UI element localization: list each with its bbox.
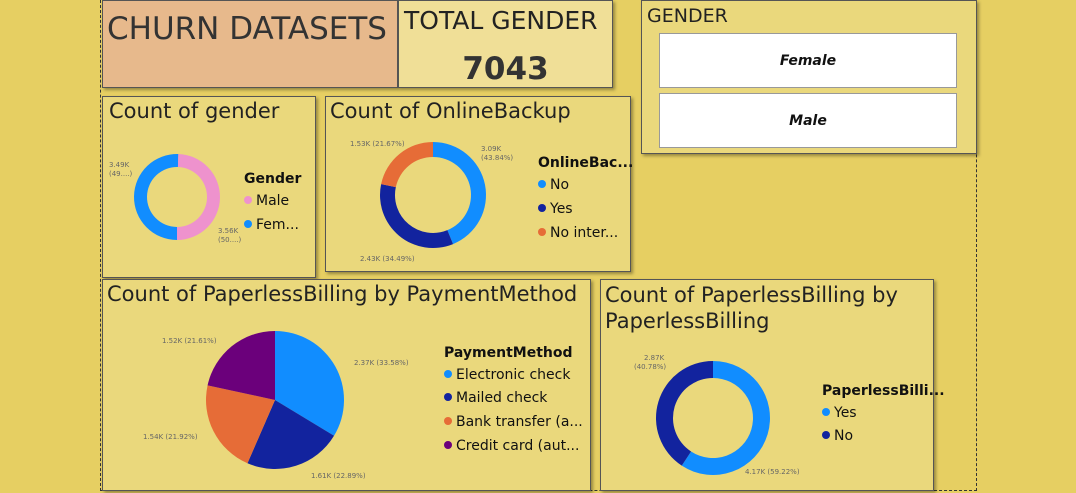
legend-item-no[interactable]: No — [538, 177, 569, 193]
legend-dot — [444, 370, 452, 378]
legend-title: PaperlessBilli... — [822, 383, 945, 399]
legend-label: Yes — [834, 405, 857, 421]
data-label: (49....) — [109, 170, 133, 178]
chart-title: Count of PaperlessBilling by PaperlessBi… — [605, 282, 925, 334]
legend-title: OnlineBac... — [538, 155, 634, 171]
legend-item-male[interactable]: Male — [244, 193, 289, 209]
data-label: 3.49K — [109, 161, 130, 169]
data-label: 3.49K (49....) — [109, 161, 133, 178]
legend-label: Yes — [550, 201, 573, 217]
slicer-option-female[interactable]: Female — [659, 33, 957, 88]
chart-title: Count of gender — [109, 99, 280, 123]
slice-bank-transfer-automatic-[interactable] — [206, 385, 275, 464]
legend-label: Electronic check — [456, 367, 571, 383]
legend-title: Gender — [244, 171, 302, 187]
chart-title-text: Count of PaperlessBilling by PaperlessBi… — [605, 283, 898, 333]
page-title: CHURN DATASETS — [107, 11, 387, 47]
gender-chart-card[interactable]: Count of gender 3.49K (49....) 3.56K (50… — [102, 96, 316, 278]
legend-dot — [822, 408, 830, 416]
paymentmethod-chart-card[interactable]: Count of PaperlessBilling by PaymentMeth… — [102, 279, 591, 491]
legend-item-female[interactable]: Fem... — [244, 217, 299, 233]
slice-yes[interactable] — [380, 184, 454, 249]
legend-label: No inter... — [550, 225, 619, 241]
legend-item-yes[interactable]: Yes — [538, 201, 573, 217]
legend-item-no[interactable]: No — [822, 428, 853, 444]
legend-dot — [444, 441, 452, 449]
data-label: (40.78%) — [634, 363, 666, 371]
legend-dot — [538, 204, 546, 212]
legend-dot — [244, 220, 252, 228]
slice-yes[interactable] — [681, 361, 770, 475]
kpi-label: TOTAL GENDER — [404, 6, 598, 35]
slice-no[interactable] — [433, 142, 486, 245]
chart-title: Count of OnlineBackup — [330, 99, 571, 123]
legend-item-credit-card[interactable]: Credit card (aut... — [444, 438, 579, 454]
kpi-card[interactable]: TOTAL GENDER 7043 — [398, 0, 613, 88]
slice-no-internet-service[interactable] — [381, 142, 433, 188]
data-label: 2.37K (33.58%) — [354, 359, 409, 367]
title-card: CHURN DATASETS — [102, 0, 398, 88]
legend-dot — [244, 196, 252, 204]
legend-item-bank-transfer[interactable]: Bank transfer (a... — [444, 414, 583, 430]
gender-donut[interactable]: 3.49K (49....) 3.56K (50....) — [103, 125, 315, 275]
data-label: 3.09K — [481, 145, 502, 153]
onlinebackup-chart-card[interactable]: Count of OnlineBackup 1.53K (21.67%) 3.0… — [325, 96, 634, 272]
legend-dot — [538, 228, 546, 236]
data-label: (43.84%) — [481, 154, 513, 162]
legend-dot — [822, 431, 830, 439]
data-label: 3.09K (43.84%) — [481, 145, 513, 162]
kpi-value: 7043 — [462, 51, 549, 87]
slice-mailed-check[interactable] — [247, 400, 335, 469]
data-label: 1.53K (21.67%) — [350, 140, 405, 148]
legend-label: No — [550, 177, 570, 193]
legend-dot — [444, 393, 452, 401]
slice-female[interactable] — [134, 154, 179, 240]
data-label: 2.87K — [644, 354, 665, 362]
paperlessbilling-donut[interactable]: 2.87K (40.78%) 4.17K (59.22%) — [601, 340, 821, 490]
data-label: 1.61K (22.89%) — [311, 472, 366, 480]
legend-dot — [538, 180, 546, 188]
chart-title: Count of PaperlessBilling by PaymentMeth… — [107, 282, 578, 306]
slice-electronic-check[interactable] — [275, 331, 344, 436]
paperlessbilling-chart-card[interactable]: Count of PaperlessBilling by PaperlessBi… — [600, 279, 945, 491]
data-label: 3.56K (50....) — [218, 227, 242, 244]
legend-item-electronic-check[interactable]: Electronic check — [444, 367, 570, 383]
legend-label: Mailed check — [456, 390, 548, 406]
slice-male[interactable] — [177, 154, 221, 240]
paymentmethod-pie[interactable]: 1.52K (21.61%) 2.37K (33.58%) 1.54K (21.… — [103, 308, 433, 490]
legend-label: No — [834, 428, 854, 444]
legend-label: Credit card (aut... — [456, 438, 580, 454]
legend-item-yes[interactable]: Yes — [822, 405, 857, 421]
slice-no[interactable] — [656, 361, 713, 466]
data-label: 1.52K (21.61%) — [162, 337, 217, 345]
legend-label: Fem... — [256, 217, 299, 233]
slicer-option-male[interactable]: Male — [659, 93, 957, 148]
slice-credit-card-automatic-[interactable] — [207, 331, 275, 400]
legend-dot — [444, 417, 452, 425]
slicer-title: GENDER — [647, 5, 728, 27]
legend-label: Bank transfer (a... — [456, 414, 583, 430]
legend-title: PaymentMethod — [444, 345, 573, 361]
legend-item-no-internet[interactable]: No inter... — [538, 225, 618, 241]
data-label: 2.43K (34.49%) — [360, 255, 415, 263]
data-label: 4.17K (59.22%) — [745, 468, 800, 476]
data-label: 2.87K (40.78%) — [634, 354, 666, 371]
data-label: 1.54K (21.92%) — [143, 433, 198, 441]
data-label: (50....) — [218, 236, 242, 244]
legend-label: Male — [256, 193, 290, 209]
data-label: 3.56K — [218, 227, 239, 235]
gender-slicer: GENDER Female Male — [641, 0, 977, 154]
onlinebackup-donut[interactable]: 1.53K (21.67%) 3.09K (43.84%) 2.43K (34.… — [326, 125, 626, 265]
legend-item-mailed-check[interactable]: Mailed check — [444, 390, 547, 406]
